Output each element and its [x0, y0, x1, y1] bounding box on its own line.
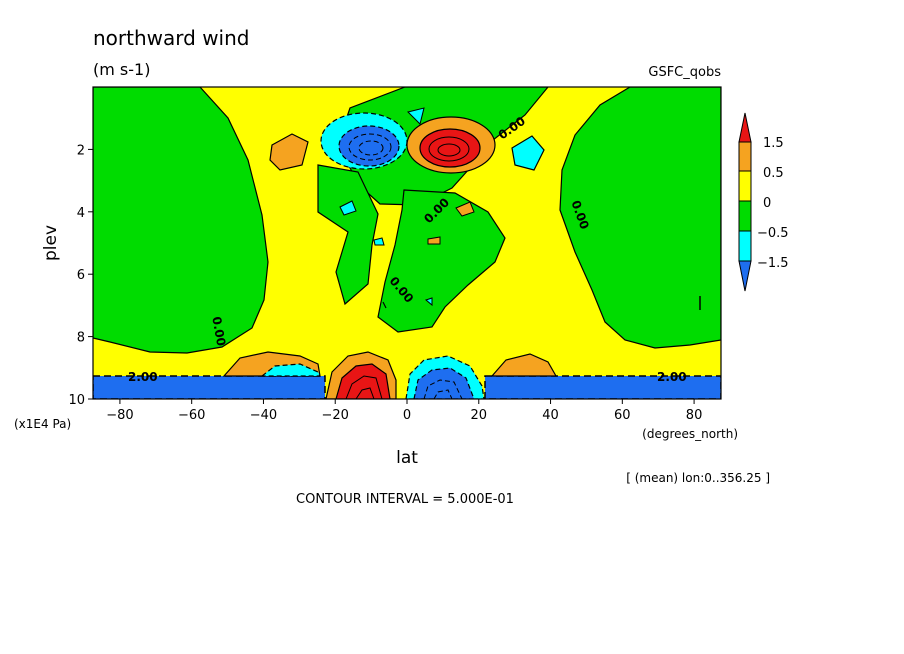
dataset-label: GSFC_qobs: [648, 65, 721, 80]
region-lower-right-orange: [490, 353, 558, 377]
colorbar-cyan: [738, 230, 752, 262]
region-orange-blob-small-1: [455, 201, 475, 217]
region-cyan-dot-3: [424, 297, 433, 307]
contour-label-7: 2.00: [657, 370, 687, 384]
y-tick-label: 8: [77, 331, 85, 346]
x-tick-label: −60: [178, 408, 205, 423]
contour-field: 0.00 0.00 0.00 0.00 0.00 2.00 2.00: [93, 87, 721, 399]
region-west-band: [93, 87, 269, 354]
region-orange-blob-west: [269, 133, 309, 171]
x-tick-label: −40: [250, 408, 277, 423]
region-upper-positive-cell: [406, 116, 496, 174]
x-axis-title: lat: [396, 448, 418, 468]
chart-units: (m s-1): [93, 60, 150, 79]
region-lower-positive-cell: [325, 351, 397, 399]
colorbar-orange: [738, 141, 752, 172]
region-center-lower: [377, 189, 506, 333]
y-tick-label: 2: [77, 143, 85, 158]
y-units-label: (x1E4 Pa): [14, 417, 71, 431]
y-axis-title: plev: [41, 225, 61, 261]
x-units-label: (degrees_north): [642, 427, 738, 441]
region-upper-negative-cell: [320, 112, 408, 170]
contour-interval-note: CONTOUR INTERVAL = 5.000E-01: [296, 492, 514, 507]
colorbar-blue: [738, 260, 752, 292]
colorbar-yellow: [738, 170, 752, 202]
x-tick-label: 20: [470, 408, 487, 423]
x-tick-label: 80: [686, 408, 703, 423]
chart-title: northward wind: [93, 26, 249, 50]
colorbar-red: [738, 112, 752, 143]
y-tick-label: 4: [77, 206, 85, 221]
region-center-left: [317, 164, 379, 306]
colorbar-label-5: −1.5: [757, 256, 789, 271]
region-cyan-dot-1: [339, 200, 357, 216]
y-tick-label: 10: [68, 393, 85, 408]
x-tick-label: 60: [614, 408, 631, 423]
region-cyan-blob-east: [511, 135, 545, 171]
colorbar-label-1: 1.5: [763, 136, 784, 151]
region-orange-blob-small-2: [427, 236, 441, 245]
region-cyan-dot-2: [373, 237, 385, 246]
y-tick-label: 6: [77, 268, 85, 283]
colorbar-label-3: 0: [763, 196, 771, 211]
colorbar-label-2: 0.5: [763, 166, 784, 181]
region-lower-negative-cell: [405, 355, 485, 399]
x-tick-label: 40: [542, 408, 559, 423]
contour-label-6: 2.00: [128, 370, 158, 384]
x-axis: −80 −60 −40 −20 0 20 40 60 80: [106, 399, 702, 423]
region-lower-left-cyan: [260, 363, 321, 377]
region-cyan-triangle: [407, 107, 425, 125]
averaging-note: [ (mean) lon:0..356.25 ]: [626, 471, 770, 485]
colorbar-green: [738, 200, 752, 232]
y-axis: 2 4 6 8 10: [68, 143, 93, 408]
x-tick-label: −80: [106, 408, 133, 423]
x-tick-label: −20: [322, 408, 349, 423]
colorbar-label-4: −0.5: [757, 226, 789, 241]
contour-label-5: 0.00: [209, 315, 228, 347]
colorbar: 1.5 0.5 0 −0.5 −1.5: [738, 112, 789, 292]
x-tick-label: 0: [403, 408, 411, 423]
contour-fragment: [382, 301, 387, 309]
region-east-band: [559, 87, 721, 349]
